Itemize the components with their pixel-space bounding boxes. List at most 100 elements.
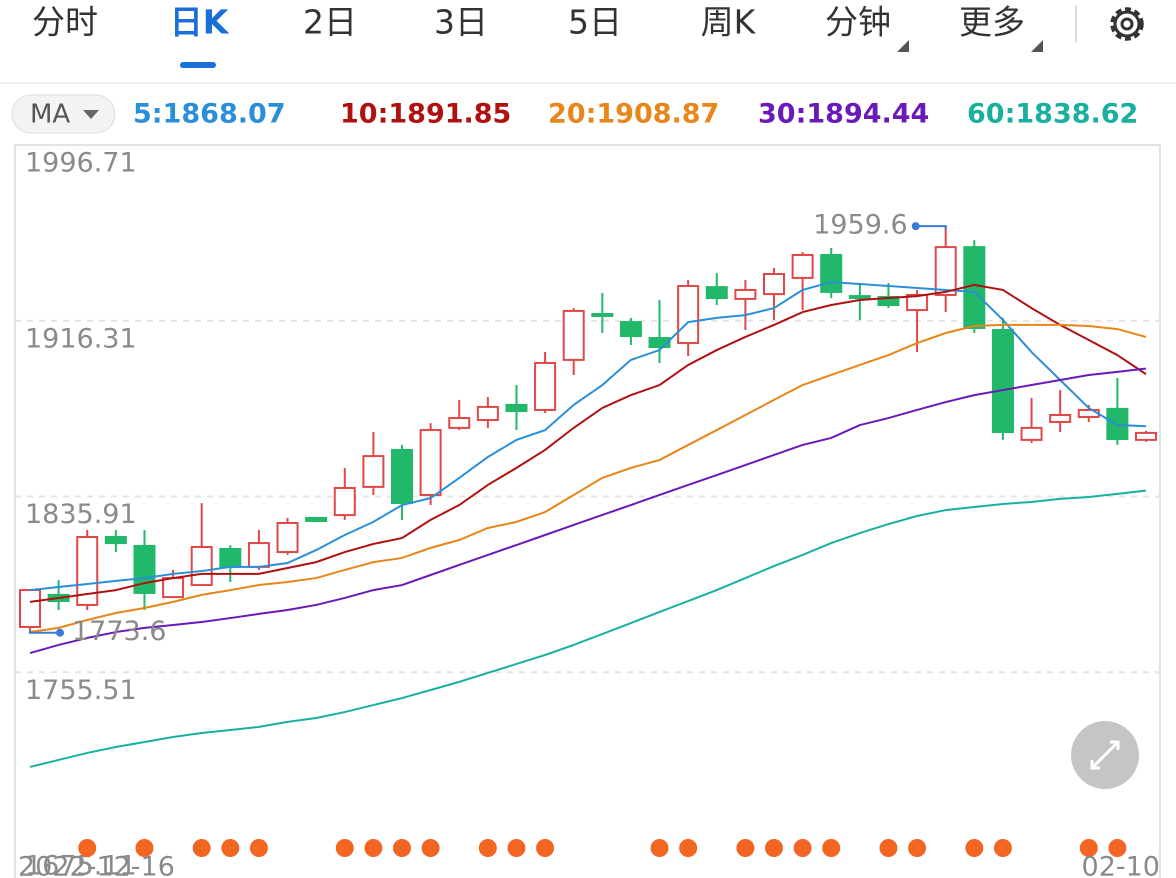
candle-body [1049,413,1072,423]
ma-line [29,489,1147,768]
expand-icon [1090,740,1120,770]
signal-dot [335,839,354,857]
plot-frame [14,144,1161,878]
ma-line [29,367,1147,654]
tab[interactable]: 周K [701,3,757,42]
tab[interactable]: 5日 [568,3,622,42]
candle-body [133,544,156,594]
candle-body [419,429,442,496]
candle-body [247,542,270,568]
candle-body [734,288,757,300]
signal-dot [822,839,841,857]
candle-body [276,521,299,554]
candle-body [448,417,471,429]
annotation-label: 1773.6 [72,616,166,647]
active-tab-indicator [180,62,216,68]
candle-body [305,516,328,523]
signal-dot [221,839,240,857]
ma-selector[interactable] [11,94,116,134]
candle-body [619,321,642,338]
dropdown-arrow [83,110,99,119]
signal-dot [650,839,669,857]
signal-dot [793,839,812,857]
signal-dot [249,839,268,857]
candle-body [906,293,929,312]
candle-body [991,328,1014,434]
signal-dot [364,839,383,857]
candle-body [820,253,843,293]
dropdown-arrow [897,40,909,52]
tab[interactable]: 日K [170,3,230,42]
signal-dot [393,839,411,857]
annotation-label: 1959.6 [813,210,907,241]
candle-body [591,312,614,317]
ma-legend: 5:1868.07 [133,99,286,130]
signal-dot [507,839,526,857]
signal-dot [1079,839,1098,857]
candle-body [763,272,785,296]
annotation-leader [29,630,60,634]
candle-body [1020,426,1043,441]
signal-dot [421,839,440,857]
annotation-leader [915,225,947,231]
candle-body [19,589,41,629]
tab[interactable]: 3日 [434,3,488,42]
ma-legend: 60:1838.62 [967,99,1138,130]
y-tick-label: 1996.71 [25,148,137,179]
candle-body [648,337,671,349]
signal-dot [879,839,898,857]
x-tick-label: 02-10 [1082,852,1160,878]
ma-line [29,323,1147,634]
signal-dot [78,839,97,857]
ma-selector-label: MA [30,100,70,130]
ma-line [29,283,1147,603]
candle-body [362,455,385,488]
candle-body [162,577,185,599]
candle-body [934,246,957,296]
ma-legend: 10:1891.85 [340,99,511,130]
annotation-dot [56,628,64,637]
y-tick-label: 1675.11 [25,851,137,878]
signal-dot [993,839,1012,857]
ma-line [29,281,1147,592]
candle-body [76,535,99,606]
candle-body [391,448,413,505]
candle-body [505,403,528,413]
candle-body [877,295,900,307]
candle-body [848,295,871,300]
y-tick-label: 1835.91 [25,499,137,530]
signal-dot [536,839,555,857]
candle-body [791,253,814,279]
signal-dot [135,839,154,857]
tab[interactable]: 2日 [303,3,357,42]
signal-dot [965,839,984,857]
signal-dot [679,839,698,857]
settings-icon[interactable] [1110,7,1144,41]
candle-body [476,405,499,422]
signal-dot [478,839,497,857]
candle-body [219,547,242,568]
signal-dot [765,839,783,857]
candle-body [1135,431,1157,441]
signal-dot [736,839,755,857]
dropdown-arrow [1031,40,1043,52]
candle-body [562,309,585,361]
candle-body [677,285,700,345]
tab[interactable]: 分钟 [825,3,891,42]
signal-dot [1108,839,1127,857]
tab[interactable]: 更多 [959,3,1025,42]
tab[interactable]: 分时 [32,3,98,42]
candle-body [333,486,356,517]
candle-body [534,361,557,411]
y-tick-label: 1755.51 [25,675,137,706]
signal-dot [908,839,927,857]
annotation-dot [911,222,920,231]
candle-body [190,546,213,587]
candle-body [104,535,127,545]
signal-dot [192,839,211,857]
x-tick-label: 2022-12-16 [18,852,175,878]
ma-legend: 30:1894.44 [758,99,929,130]
y-tick-label: 1916.31 [25,323,137,354]
